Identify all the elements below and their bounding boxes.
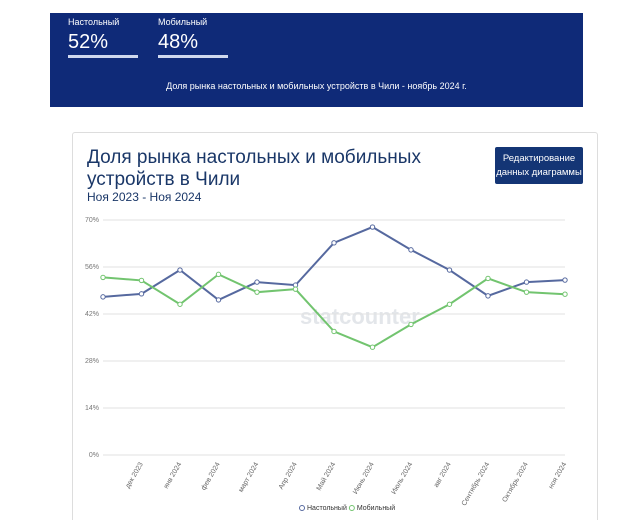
stat-value: 52% <box>68 31 138 58</box>
x-tick-label: март 2024 <box>238 461 261 493</box>
x-tick-label: дек 2023 <box>124 461 144 489</box>
x-tick-label: ноя 2024 <box>548 461 569 490</box>
legend-marker <box>348 505 355 511</box>
header: Настольный 52% Мобильный 48% Доля рынка на… <box>50 13 583 107</box>
x-tick-label: Сентябрь 2024 <box>460 461 491 507</box>
data-point <box>215 297 222 303</box>
chart-subtitle: Ноя 2023 - Ноя 2024 <box>87 190 202 204</box>
stat: Мобильный 48% <box>158 17 228 58</box>
data-point <box>215 271 222 278</box>
x-tick-label: янв 2024 <box>163 461 184 490</box>
data-point <box>369 224 376 230</box>
series-line <box>102 225 566 302</box>
x-tick-label: авг 2024 <box>433 461 453 489</box>
data-point <box>562 277 568 283</box>
stat-label: Настольный <box>68 17 120 27</box>
legend-label: Настольный <box>307 504 347 512</box>
data-point <box>138 291 145 297</box>
x-tick-label: фев 2024 <box>200 461 222 491</box>
data-point <box>485 293 491 299</box>
x-tick-label: Апр 2024 <box>278 461 299 490</box>
chart-card: Доля рынка настольных и мобильных устрой… <box>72 132 598 520</box>
y-tick-label: 42% <box>85 311 99 318</box>
data-point <box>177 301 183 307</box>
data-point <box>100 294 106 300</box>
edit-button[interactable]: Редактирование данных диаграммы <box>495 147 583 184</box>
chart-title: Доля рынка настольных и мобильных устрой… <box>87 147 421 190</box>
data-point <box>523 289 530 295</box>
data-point <box>408 247 414 253</box>
data-point <box>446 301 453 307</box>
y-tick-label: 28% <box>85 358 99 365</box>
data-point <box>523 279 530 285</box>
data-point <box>446 267 453 273</box>
x-tick-label: Июнь 2024 <box>352 461 376 495</box>
data-point <box>369 344 376 350</box>
data-point <box>292 286 299 292</box>
stat-value: 48% <box>158 31 228 58</box>
x-tick-label: Май 2024 <box>315 461 338 492</box>
data-point <box>562 291 568 297</box>
y-tick-label: 56% <box>85 264 99 271</box>
data-point <box>254 279 260 285</box>
data-point <box>408 321 414 328</box>
data-point <box>331 328 337 335</box>
y-tick-label: 70% <box>85 217 99 224</box>
button-line: Редактирование <box>502 153 576 164</box>
x-tick-label: Октябрь 2024 <box>501 461 530 504</box>
data-point <box>254 289 260 295</box>
data-point <box>331 240 337 246</box>
data-point <box>177 267 183 273</box>
watermark: statcounter <box>300 304 420 329</box>
stat: Настольный 52% <box>68 17 138 58</box>
legend-label: Мобильный <box>357 504 395 512</box>
y-tick-label: 0% <box>89 452 99 459</box>
data-point <box>485 275 491 282</box>
data-point <box>138 277 145 284</box>
caption: Доля рынка настольных и мобильных устрой… <box>166 81 467 91</box>
legend-marker <box>299 505 305 511</box>
data-point <box>100 274 106 281</box>
button-line: данных диаграммы <box>496 167 582 178</box>
y-tick-label: 14% <box>85 405 99 412</box>
stat-label: Мобильный <box>158 17 208 27</box>
x-tick-label: Июль 2024 <box>391 461 415 495</box>
